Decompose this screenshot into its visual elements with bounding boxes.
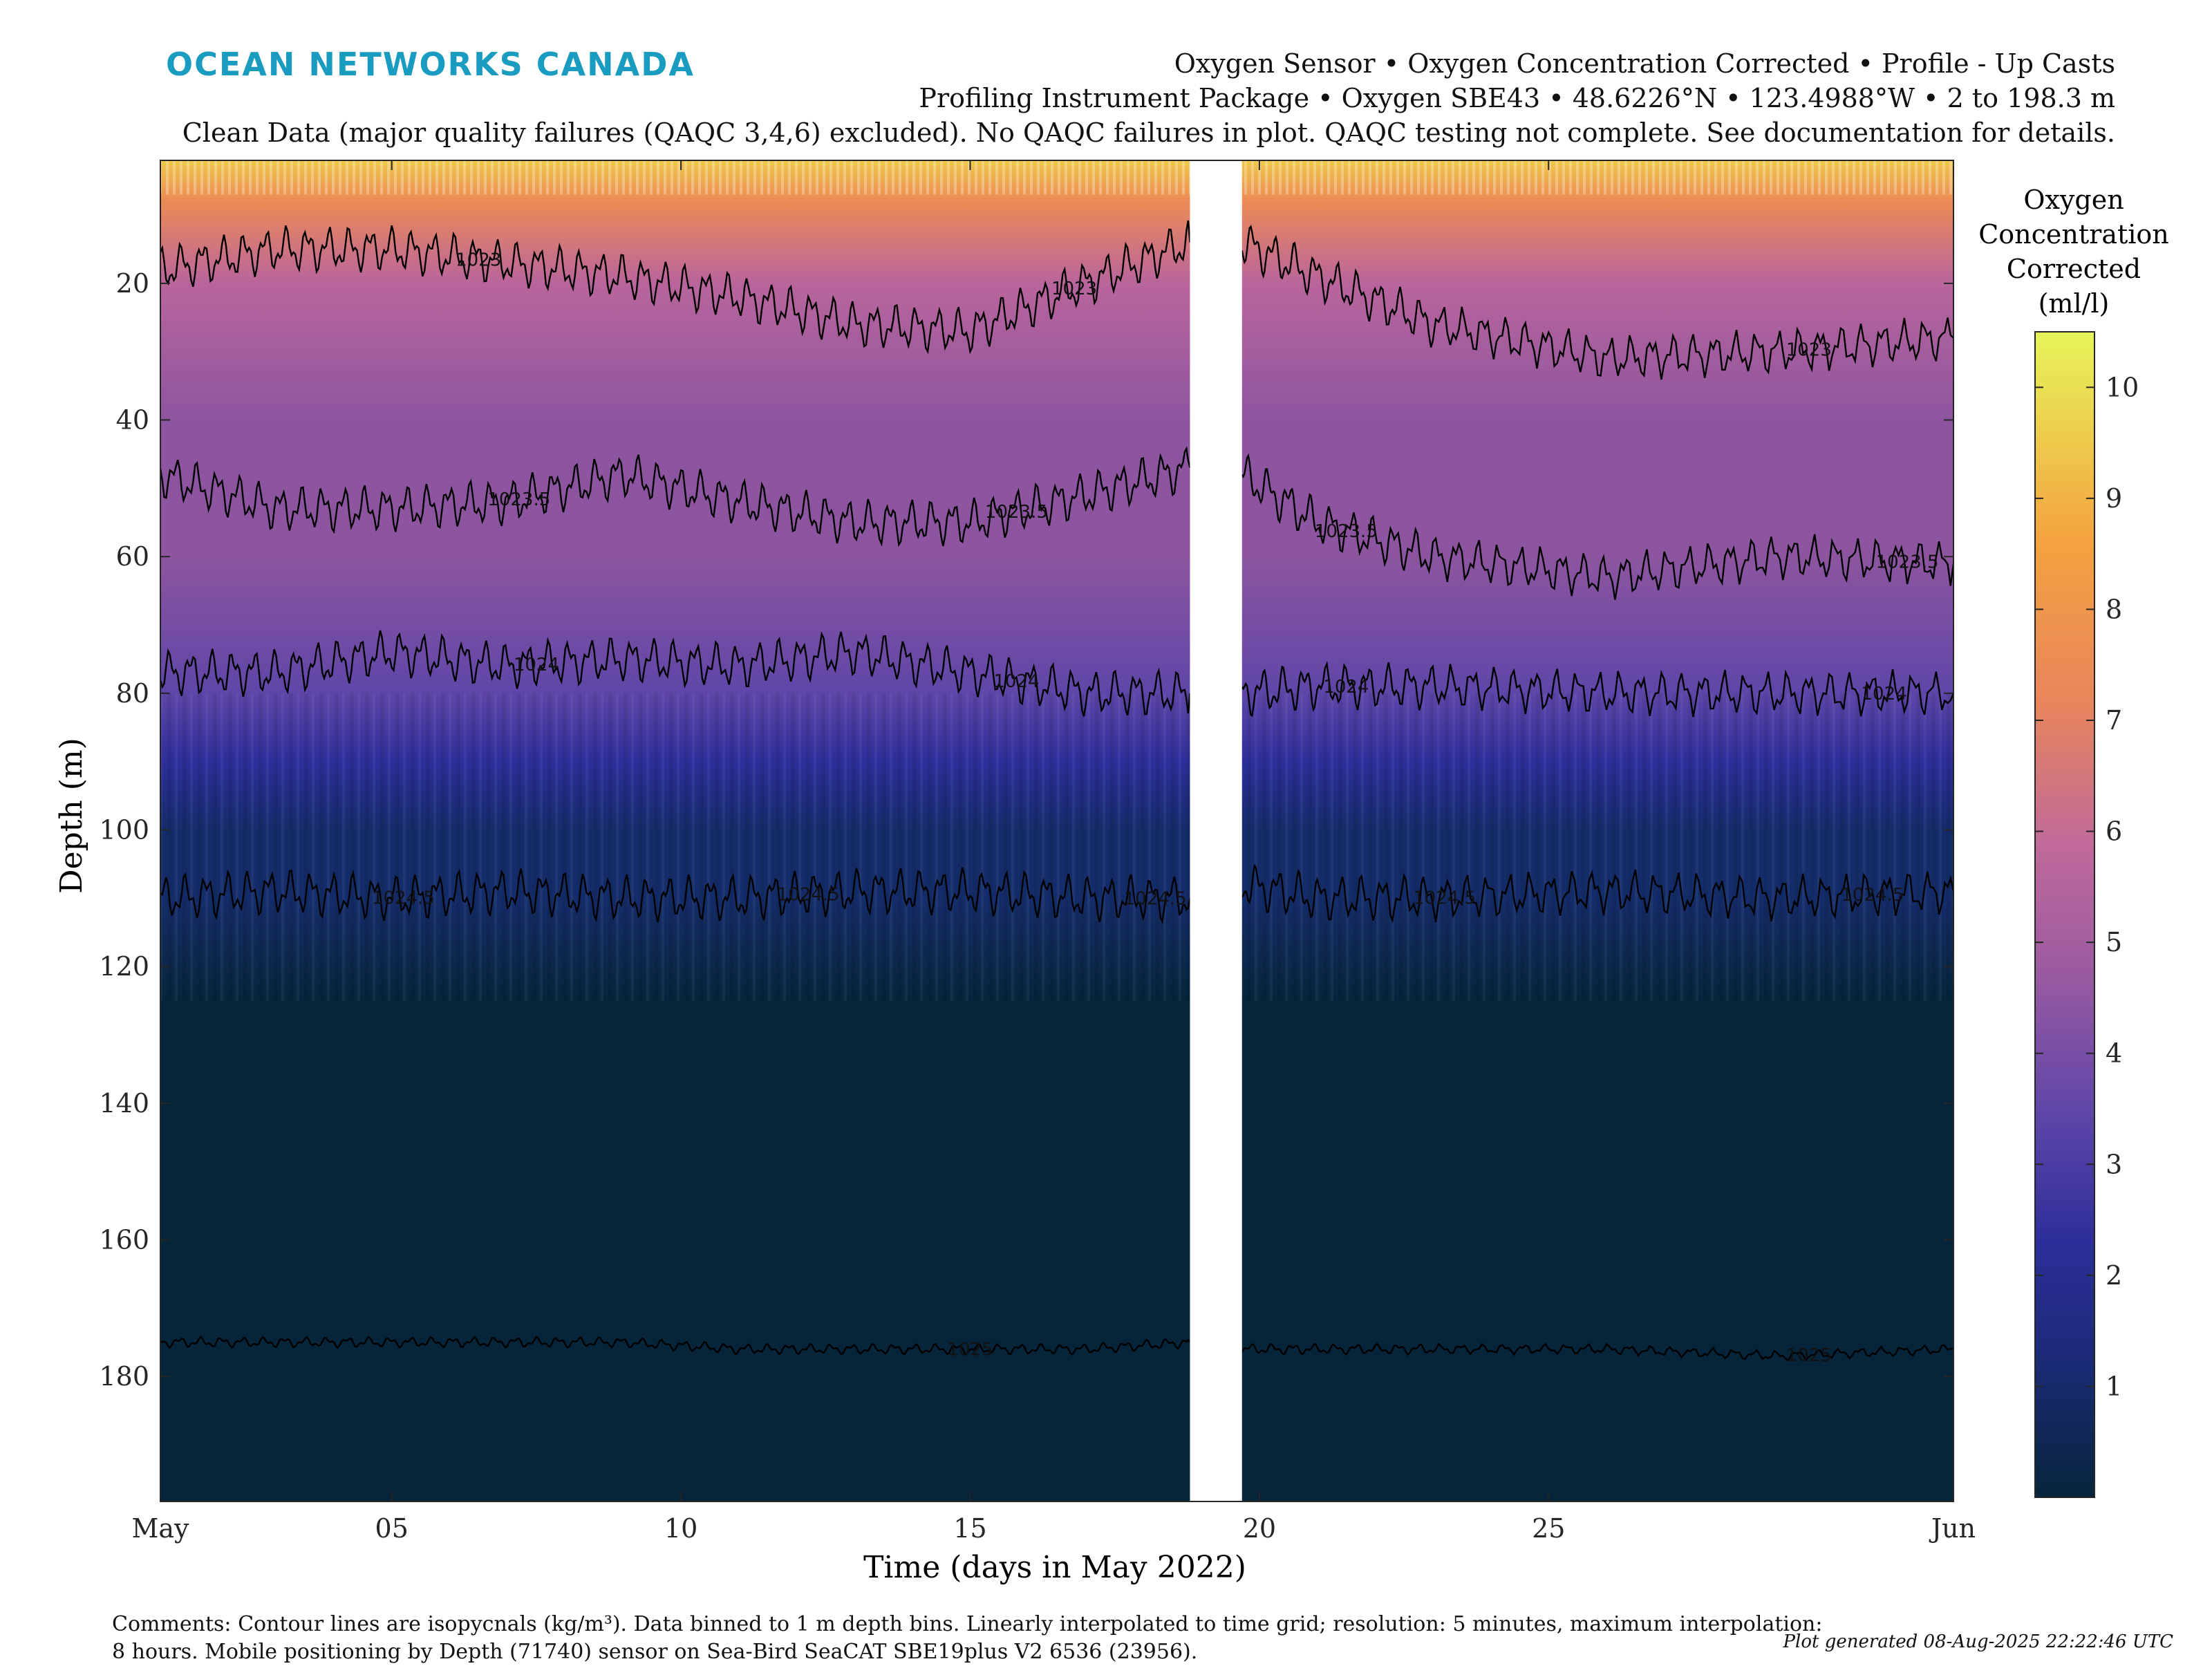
x-tick-label: 25 xyxy=(1532,1513,1565,1544)
colorbar-tick-label: 7 xyxy=(2106,705,2122,736)
isopycnal-line-segment xyxy=(1241,1342,1953,1362)
isopycnal-contours: 1023 1023 1023 1023.5 1023.5 1023.5 1023.5 1024… xyxy=(160,220,1953,1366)
isopycnal-label: 1023.5 xyxy=(985,502,1048,523)
isopycnal-1025: 1025 1025 xyxy=(160,1335,1953,1366)
isopycnal-label: 1024.5 xyxy=(372,888,435,908)
x-tick-label: 15 xyxy=(953,1513,986,1544)
colorbar-tick-label: 10 xyxy=(2106,372,2139,402)
isopycnal-label: 1023.5 xyxy=(1876,552,1939,572)
isopycnal-line-segment xyxy=(160,446,1191,547)
isopycnal-label: 1023 xyxy=(1786,339,1832,360)
colorbar-tick-label: 5 xyxy=(2106,927,2122,957)
comments-line-1: Comments: Contour lines are isopycnals (… xyxy=(112,1612,1823,1636)
oxygen-heatmap-chart: 1023102310231023.51023.51023.51023.51024… xyxy=(54,160,2169,1585)
isopycnal-label: 1025 xyxy=(947,1340,993,1360)
isopycnal-label: 1023 xyxy=(1051,279,1097,299)
data-gap xyxy=(1190,160,1242,1501)
colorbar-tick-label: 6 xyxy=(2106,816,2122,847)
colorbar-tick-label: 2 xyxy=(2106,1260,2122,1291)
colorbar-label-line-3: Corrected xyxy=(2007,254,2141,284)
colorbar-label-line-2: Concentration xyxy=(1978,219,2169,250)
isopycnal-label: 1023.5 xyxy=(1315,521,1378,542)
y-tick-label: 80 xyxy=(116,678,149,709)
y-tick-label: 180 xyxy=(99,1361,149,1392)
x-tick-label: 20 xyxy=(1243,1513,1276,1544)
isopycnal-label: 1025 xyxy=(1786,1345,1832,1366)
x-tick-label: Jun xyxy=(1929,1513,1976,1544)
plot-title-line-2: Profiling Instrument Package • Oxygen SB… xyxy=(919,83,2115,113)
isopycnal-1024: 1024 1024 1024 1024 xyxy=(160,630,1953,718)
brand-logo: OCEAN NETWORKS CANADA xyxy=(166,46,695,83)
plot-title-line-1: Oxygen Sensor • Oxygen Concentration Cor… xyxy=(1174,48,2115,79)
isopycnal-label: 1024.5 xyxy=(1413,888,1476,909)
y-tick-label: 160 xyxy=(99,1224,149,1255)
y-tick-label: 100 xyxy=(99,815,149,845)
isopycnal-label: 1024 xyxy=(1323,677,1369,698)
comments-line-2: 8 hours. Mobile positioning by Depth (71… xyxy=(112,1640,1198,1664)
y-tick-label: 60 xyxy=(116,541,149,572)
generated-timestamp: Plot generated 08-Aug-2025 22:22:46 UTC xyxy=(1783,1631,2173,1652)
x-axis: May 05 10 15 20 25 Jun xyxy=(131,160,1976,1544)
colorbar-label-line-4: (ml/l) xyxy=(2038,288,2110,319)
surface-sampling-band xyxy=(160,160,1953,195)
isopycnal-1024-5: 1024.5 1024.5 1024.5 1024.5 1024.5 xyxy=(160,863,1953,925)
plot-title-line-3: Clean Data (major quality failures (QAQC… xyxy=(182,118,2115,148)
isopycnal-line-segment xyxy=(1241,225,1953,380)
isopycnal-label: 1024 xyxy=(993,671,1039,692)
isopycnal-label: 1024.5 xyxy=(777,884,840,905)
comments-block: Comments: Contour lines are isopycnals (… xyxy=(112,1611,1840,1666)
colorbar-ticks: 1 2 3 4 5 6 7 8 9 10 xyxy=(2035,372,2139,1401)
y-axis-label: Depth (m) xyxy=(54,738,89,894)
isopycnal-label: 1024 xyxy=(1862,684,1907,704)
x-axis-label: Time (days in May 2022) xyxy=(863,1550,1246,1585)
isopycnal-line-segment xyxy=(160,1335,1191,1356)
x-tick-label: 05 xyxy=(375,1513,409,1544)
x-tick-label: May xyxy=(131,1513,189,1544)
colorbar-label-line-1: Oxygen xyxy=(2023,185,2124,215)
colorbar-gradient xyxy=(2034,331,2095,1498)
isopycnal-line-segment xyxy=(160,867,1191,925)
isopycnal-1023-5: 1023.5 1023.5 1023.5 1023.5 xyxy=(160,446,1953,600)
y-tick-label: 120 xyxy=(99,951,149,982)
isopycnal-line-segment xyxy=(160,220,1191,355)
isopycnal-label: 1023.5 xyxy=(487,489,550,510)
heatmap-layer: 1023 1023 1023 1023.5 1023.5 1023.5 1023.5 1024… xyxy=(160,160,1953,1501)
isopycnal-label: 1024.5 xyxy=(1841,885,1904,906)
isopycnal-line-segment xyxy=(1241,863,1953,924)
x-tick-label: 10 xyxy=(664,1513,697,1544)
y-tick-label: 140 xyxy=(99,1088,149,1119)
colorbar-tick-label: 4 xyxy=(2106,1038,2122,1069)
isopycnal-line-segment xyxy=(1241,453,1953,600)
isopycnal-line-segment xyxy=(1241,661,1953,718)
isopycnal-label: 1023 xyxy=(456,250,501,270)
isopycnal-label: 1024.5 xyxy=(1124,888,1187,909)
plot-frame xyxy=(160,160,1954,1502)
colorbar-label: Oxygen Concentration Corrected (ml/l) xyxy=(1978,185,2169,319)
isopycnal-1023: 1023 1023 1023 xyxy=(160,220,1953,380)
y-tick-label: 20 xyxy=(116,268,149,299)
colorbar: 1 2 3 4 5 6 7 8 9 10 Oxygen Concentration Correct… xyxy=(1978,185,2169,1498)
isopycnal-line-segment xyxy=(160,630,1191,717)
y-tick-label: 40 xyxy=(116,405,149,436)
field-texture xyxy=(160,693,1953,1001)
isopycnal-label: 1024 xyxy=(514,655,559,675)
colorbar-tick-label: 9 xyxy=(2106,483,2122,514)
colorbar-tick-label: 1 xyxy=(2106,1371,2122,1401)
colorbar-tick-label: 8 xyxy=(2106,594,2122,624)
colorbar-tick-label: 3 xyxy=(2106,1149,2122,1179)
y-axis: 20 40 60 80 100 120 140 160 180 xyxy=(99,268,1953,1392)
